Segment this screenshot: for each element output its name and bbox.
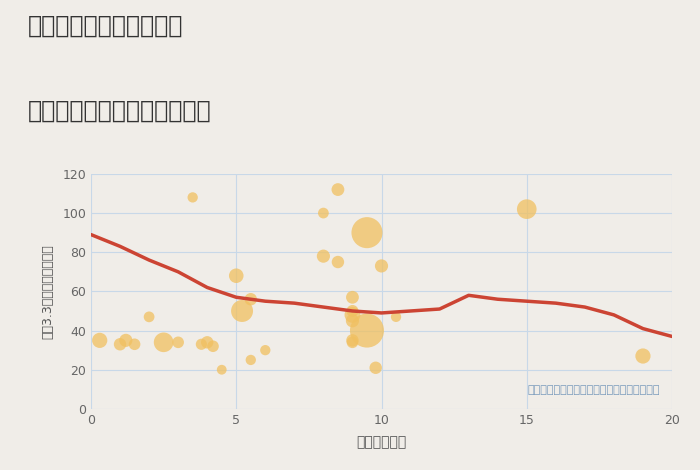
Y-axis label: 坪（3.3㎡）単価（万円）: 坪（3.3㎡）単価（万円）: [41, 244, 54, 339]
Point: [391, 313, 402, 321]
Point: [187, 194, 198, 201]
Point: [346, 307, 358, 315]
Point: [361, 327, 372, 334]
Point: [361, 229, 372, 236]
Point: [129, 340, 140, 348]
Point: [376, 262, 387, 270]
Point: [260, 346, 271, 354]
Point: [332, 258, 344, 266]
Point: [370, 364, 382, 371]
Point: [346, 337, 358, 344]
Point: [346, 293, 358, 301]
Point: [231, 272, 242, 280]
Point: [196, 340, 207, 348]
Point: [144, 313, 155, 321]
Point: [318, 252, 329, 260]
Point: [158, 338, 169, 346]
Point: [332, 186, 344, 193]
Text: 駅距離別中古マンション価格: 駅距離別中古マンション価格: [28, 99, 211, 123]
Point: [114, 340, 126, 348]
Text: 奈良県橿原市大久保町の: 奈良県橿原市大久保町の: [28, 14, 183, 38]
X-axis label: 駅距離（分）: 駅距離（分）: [356, 435, 407, 449]
Point: [172, 338, 183, 346]
Point: [216, 366, 228, 374]
Point: [237, 307, 248, 315]
Point: [346, 338, 358, 346]
Point: [638, 352, 649, 360]
Point: [245, 296, 256, 303]
Point: [94, 337, 105, 344]
Point: [346, 311, 358, 319]
Point: [346, 317, 358, 324]
Point: [207, 343, 218, 350]
Point: [318, 209, 329, 217]
Point: [202, 338, 213, 346]
Text: 円の大きさは、取引のあった物件面積を示す: 円の大きさは、取引のあった物件面積を示す: [528, 385, 660, 395]
Point: [521, 205, 532, 213]
Point: [245, 356, 256, 364]
Point: [120, 337, 132, 344]
